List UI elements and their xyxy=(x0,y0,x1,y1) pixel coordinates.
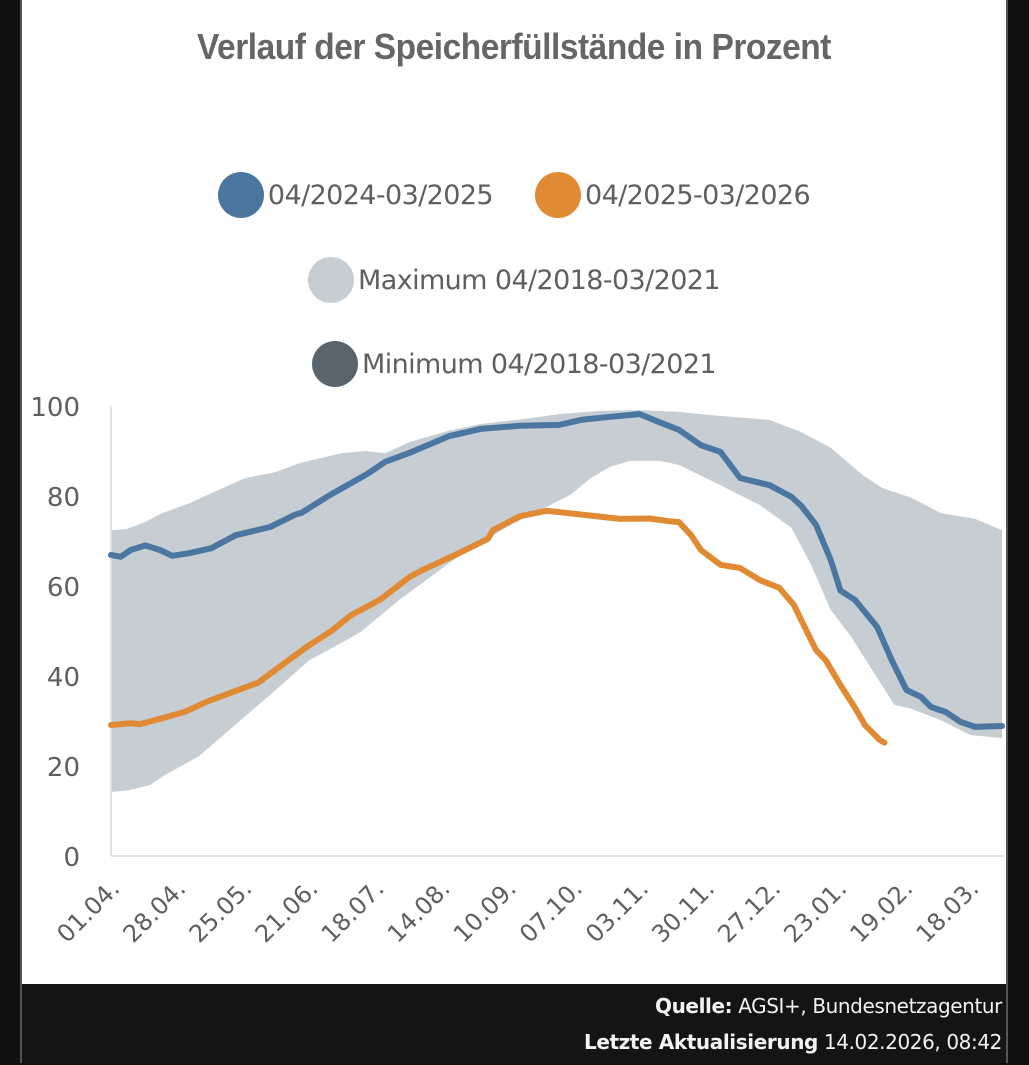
legend-label: Minimum 04/2018-03/2021 xyxy=(362,348,717,380)
y-tick-label: 60 xyxy=(47,573,80,603)
legend-dot-icon xyxy=(312,341,358,387)
legend-label: 04/2024-03/2025 xyxy=(267,179,494,211)
source-label: Quelle: xyxy=(654,994,733,1018)
legend-row-2: Maximum 04/2018-03/2021 xyxy=(22,257,1006,303)
legend-row-3: Minimum 04/2018-03/2021 xyxy=(22,341,1006,387)
x-tick-label: 01.04. xyxy=(51,874,125,948)
range-band-area xyxy=(111,410,1002,793)
x-tick-label: 23.01. xyxy=(778,874,852,948)
x-tick-label: 14.08. xyxy=(382,874,456,948)
source-value: AGSI+, Bundesnetzagentur xyxy=(738,994,1002,1018)
x-tick-label: 03.11. xyxy=(580,874,654,948)
chart-title: Verlauf der Speicherfüllstände in Prozen… xyxy=(197,26,831,67)
x-tick-label: 25.05. xyxy=(184,874,258,948)
legend-row-1: 04/2024-03/2025 04/2025-03/2026 xyxy=(22,172,1006,218)
legend-label: Maximum 04/2018-03/2021 xyxy=(358,264,721,296)
x-tick-label: 28.04. xyxy=(118,874,192,948)
source-line: Quelle: AGSI+, Bundesnetzagentur xyxy=(22,988,1002,1024)
y-tick-label: 0 xyxy=(63,843,80,873)
legend-dot-icon xyxy=(535,172,581,218)
updated-value: 14.02.2026, 08:42 xyxy=(823,1030,1002,1054)
series-line-1 xyxy=(108,507,888,746)
x-tick-label: 21.06. xyxy=(250,874,324,948)
legend-item-minimum[interactable]: Minimum 04/2018-03/2021 xyxy=(312,341,717,387)
x-tick-label: 18.03. xyxy=(911,874,985,948)
y-tick-label: 80 xyxy=(47,483,80,513)
legend-dot-icon xyxy=(308,257,355,303)
legend-dot-icon xyxy=(217,172,264,218)
update-line: Letzte Aktualisierung 14.02.2026, 08:42 xyxy=(22,1024,1002,1060)
x-tick-label: 10.09. xyxy=(448,874,522,948)
x-tick-label: 30.11. xyxy=(646,874,720,948)
x-tick-label: 27.12. xyxy=(712,874,786,948)
legend-label: 04/2025-03/2026 xyxy=(585,179,811,211)
legend-item-2025[interactable]: 04/2025-03/2026 xyxy=(535,172,811,218)
series-line-0 xyxy=(108,411,1005,730)
footer: Quelle: AGSI+, Bundesnetzagentur Letzte … xyxy=(22,984,1006,1063)
legend-item-maximum[interactable]: Maximum 04/2018-03/2021 xyxy=(308,257,721,303)
x-tick-label: 19.02. xyxy=(845,874,919,948)
y-tick-label: 100 xyxy=(30,393,80,423)
y-tick-label: 20 xyxy=(47,753,80,783)
x-tick-label: 18.07. xyxy=(316,874,390,948)
updated-label: Letzte Aktualisierung xyxy=(583,1030,818,1054)
legend-item-2024[interactable]: 04/2024-03/2025 xyxy=(217,172,494,218)
y-tick-label: 40 xyxy=(47,663,80,693)
x-tick-label: 07.10. xyxy=(514,874,588,948)
